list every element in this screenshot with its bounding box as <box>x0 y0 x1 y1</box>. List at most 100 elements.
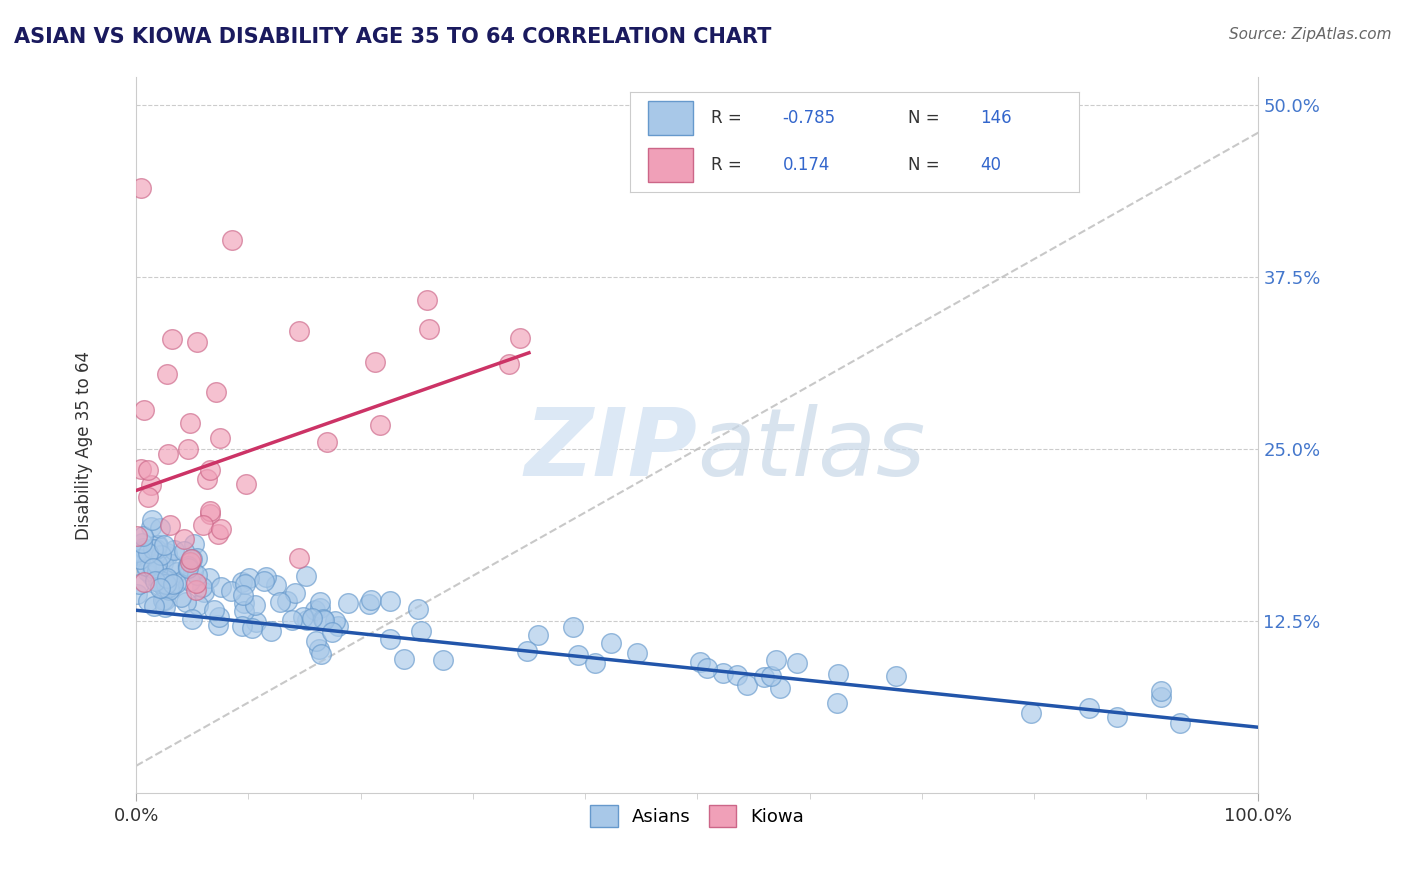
Point <box>153 537 176 551</box>
Point <box>735 678 758 692</box>
Point <box>131 541 153 555</box>
Point <box>752 670 775 684</box>
Point <box>152 557 174 571</box>
Point <box>157 580 180 594</box>
Point <box>162 576 184 591</box>
Point <box>765 652 787 666</box>
Point <box>150 574 173 588</box>
Point <box>186 550 208 565</box>
Point <box>370 417 392 432</box>
Point <box>136 594 159 608</box>
Point <box>284 586 307 600</box>
Point <box>136 546 159 560</box>
Point <box>233 577 256 591</box>
Point <box>142 541 165 556</box>
Point <box>689 655 711 669</box>
Point <box>156 549 179 564</box>
Point <box>186 334 208 349</box>
Point <box>179 574 201 588</box>
Point <box>159 518 181 533</box>
Point <box>153 599 176 614</box>
Point <box>825 697 848 711</box>
Point <box>139 519 162 533</box>
Point <box>180 552 202 566</box>
Point <box>184 576 207 591</box>
Point <box>198 571 221 585</box>
Point <box>516 644 538 658</box>
Point <box>394 652 416 666</box>
Point <box>260 624 283 638</box>
Text: ZIP: ZIP <box>524 404 697 496</box>
Point <box>152 580 174 594</box>
Point <box>142 542 165 557</box>
Point <box>134 542 156 557</box>
Point <box>1150 690 1173 704</box>
Point <box>761 669 783 683</box>
Point <box>269 595 291 609</box>
Point <box>1078 701 1101 715</box>
Point <box>583 656 606 670</box>
Point <box>301 610 323 624</box>
Point <box>198 507 221 521</box>
Point <box>142 599 165 613</box>
Point <box>337 597 360 611</box>
Point <box>176 560 198 574</box>
Point <box>166 565 188 579</box>
Point <box>326 618 349 632</box>
Point <box>321 625 343 640</box>
Point <box>132 403 155 417</box>
Point <box>177 561 200 575</box>
Point <box>562 620 585 634</box>
Point <box>231 575 253 590</box>
Point <box>139 557 162 571</box>
Point <box>292 610 315 624</box>
Point <box>128 544 150 558</box>
Point <box>314 613 336 627</box>
Point <box>827 667 849 681</box>
Point <box>163 542 186 557</box>
Point <box>165 576 187 591</box>
Point <box>129 462 152 476</box>
Point <box>179 555 201 569</box>
Point <box>155 577 177 591</box>
Point <box>195 472 218 486</box>
Point <box>207 618 229 632</box>
Point <box>152 592 174 607</box>
Point <box>159 582 181 597</box>
Point <box>208 609 231 624</box>
Point <box>153 572 176 586</box>
Point <box>305 634 328 648</box>
Point <box>309 601 332 615</box>
Point <box>180 552 202 566</box>
Text: Disability Age 35 to 64: Disability Age 35 to 64 <box>76 351 93 541</box>
Point <box>183 536 205 550</box>
Point <box>135 558 157 573</box>
Point <box>209 580 232 594</box>
Point <box>312 612 335 626</box>
Point <box>132 529 155 543</box>
Point <box>378 594 401 608</box>
Point <box>187 598 209 612</box>
Point <box>235 476 257 491</box>
Point <box>211 522 233 536</box>
Legend: Asians, Kiowa: Asians, Kiowa <box>583 798 811 834</box>
Point <box>207 526 229 541</box>
Point <box>143 574 166 588</box>
Point <box>193 585 215 599</box>
Text: atlas: atlas <box>697 404 925 495</box>
Point <box>231 619 253 633</box>
Point <box>198 463 221 477</box>
Point <box>359 597 381 611</box>
Point <box>311 647 333 661</box>
Point <box>432 653 454 667</box>
Point <box>135 564 157 578</box>
Point <box>157 447 180 461</box>
Point <box>418 322 440 336</box>
Point <box>170 590 193 604</box>
Point <box>141 568 163 582</box>
Point <box>1019 706 1042 720</box>
Point <box>160 332 183 346</box>
Point <box>567 648 589 662</box>
Point <box>316 434 339 449</box>
Point <box>131 536 153 550</box>
